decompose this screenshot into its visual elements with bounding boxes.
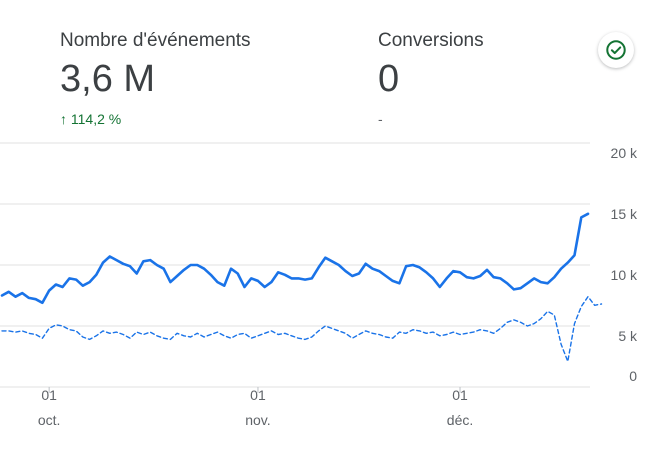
- series-line-solid: [0, 212, 590, 305]
- metric-events[interactable]: Nombre d'événements 3,6 M ↑ 114,2 %: [60, 30, 251, 127]
- check-button[interactable]: [598, 32, 634, 68]
- metric-change-value: 114,2 %: [70, 111, 122, 127]
- y-tick-label: 10 k: [611, 267, 638, 283]
- metric-change: ↑ 114,2 %: [60, 111, 251, 127]
- x-tick-month: déc.: [447, 412, 473, 428]
- y-tick-label: 5 k: [618, 328, 638, 344]
- metric-label: Conversions: [378, 30, 484, 51]
- metric-label: Nombre d'événements: [60, 30, 251, 51]
- x-tick-month: oct.: [38, 412, 61, 428]
- metric-conversions[interactable]: Conversions 0 -: [378, 30, 484, 127]
- metric-value: 3,6 M: [60, 58, 156, 100]
- y-tick-label: 15 k: [611, 206, 638, 222]
- x-tick-day: 01: [41, 387, 57, 403]
- x-tick-day: 01: [452, 387, 468, 403]
- y-tick-label: 0: [629, 368, 637, 384]
- arrow-up-icon: ↑: [60, 111, 67, 127]
- metric-value: 0: [378, 58, 400, 100]
- x-tick-day: 01: [250, 387, 266, 403]
- check-circle-icon: [606, 40, 626, 60]
- x-tick-month: nov.: [245, 412, 270, 428]
- metric-change-value: -: [378, 111, 383, 127]
- series-line-dashed: [1, 296, 603, 363]
- y-tick-label: 20 k: [611, 145, 638, 161]
